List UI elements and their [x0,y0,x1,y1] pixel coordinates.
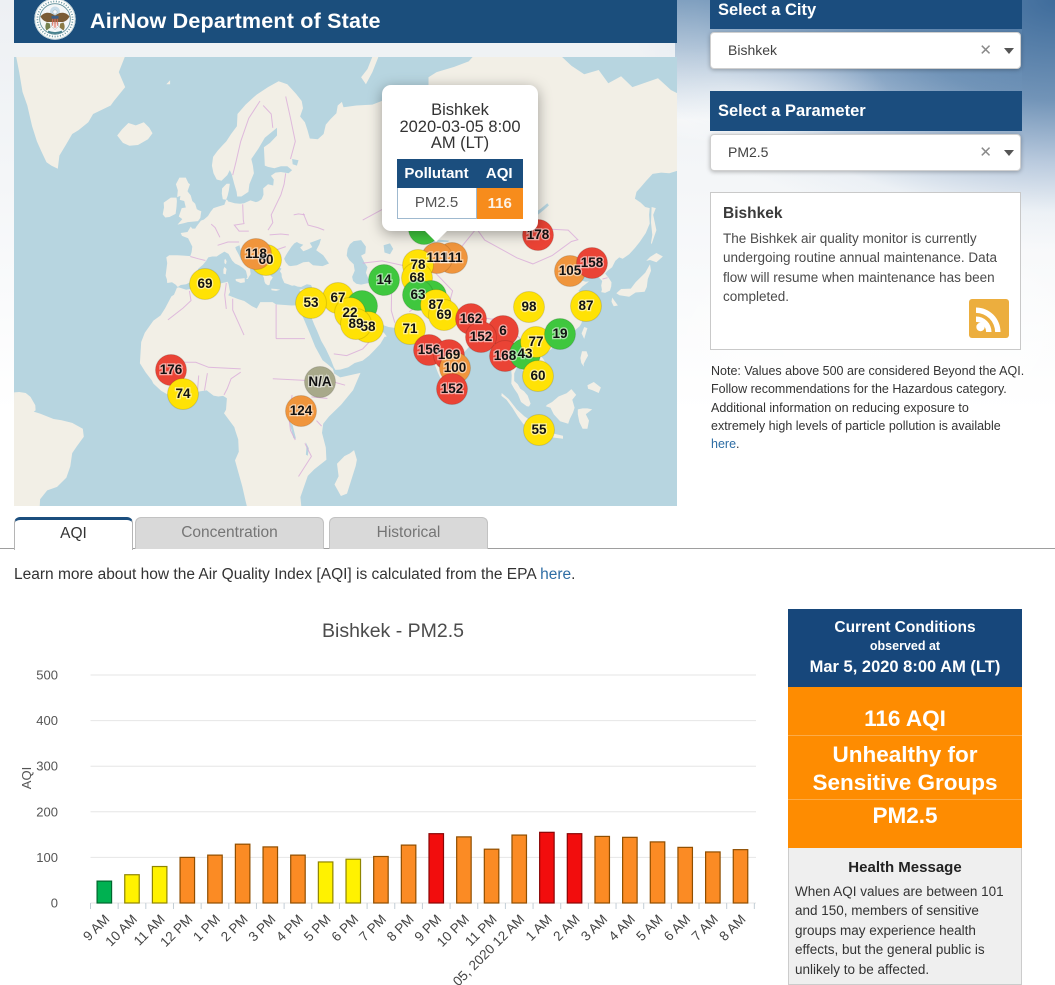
svg-text:8 PM: 8 PM [384,912,417,945]
svg-text:105: 105 [559,263,582,278]
svg-text:3 AM: 3 AM [578,912,610,944]
svg-text:300: 300 [36,759,58,774]
svg-text:22: 22 [342,305,357,320]
svg-text:71: 71 [402,321,418,336]
svg-text:43: 43 [517,346,533,361]
svg-text:7 AM: 7 AM [689,912,721,944]
svg-text:77: 77 [528,334,543,349]
svg-text:0: 0 [51,896,58,911]
svg-text:53: 53 [303,295,319,310]
svg-text:2 AM: 2 AM [550,912,582,944]
svg-text:12 PM: 12 PM [157,912,195,950]
svg-text:111: 111 [426,250,448,265]
svg-text:152: 152 [470,329,493,344]
svg-text:7 PM: 7 PM [356,912,389,945]
svg-text:78: 78 [410,257,426,272]
svg-text:156: 156 [418,342,441,357]
svg-text:111: 111 [441,250,463,265]
svg-text:98: 98 [521,299,537,314]
svg-text:Bishkek - PM2.5: Bishkek - PM2.5 [322,620,464,642]
svg-text:2 PM: 2 PM [218,912,251,945]
svg-text:69: 69 [436,307,451,322]
svg-text:5 PM: 5 PM [301,912,334,945]
svg-text:5 AM: 5 AM [633,912,665,944]
svg-text:55: 55 [531,422,547,437]
svg-text:176: 176 [160,362,183,377]
svg-text:14: 14 [376,272,392,287]
svg-text:19: 19 [552,326,567,341]
svg-text:58: 58 [360,319,376,334]
svg-text:124: 124 [290,403,313,418]
svg-text:100: 100 [36,850,58,865]
svg-text:4 AM: 4 AM [606,912,638,944]
svg-text:158: 158 [581,255,604,270]
svg-text:89: 89 [348,316,363,331]
svg-text:87: 87 [578,298,593,313]
svg-text:100: 100 [444,360,467,375]
svg-text:4 PM: 4 PM [273,912,306,945]
svg-text:6: 6 [499,323,507,338]
svg-text:8 AM: 8 AM [716,912,748,944]
svg-text:500: 500 [36,668,58,683]
svg-text:87: 87 [428,297,443,312]
svg-text:AQI: AQI [19,767,34,789]
svg-text:168: 168 [494,348,517,363]
svg-text:169: 169 [438,347,461,362]
svg-text:60: 60 [530,368,545,383]
svg-text:67: 67 [330,290,345,305]
svg-text:68: 68 [409,270,425,285]
svg-text:6 AM: 6 AM [661,912,693,944]
svg-text:60: 60 [258,252,273,267]
svg-text:1 PM: 1 PM [190,912,223,945]
svg-text:400: 400 [36,713,58,728]
svg-text:74: 74 [175,386,191,401]
svg-text:69: 69 [197,276,212,291]
svg-text:152: 152 [441,381,464,396]
svg-text:6 PM: 6 PM [328,912,361,945]
svg-text:1 AM: 1 AM [523,912,555,944]
svg-text:162: 162 [460,311,483,326]
svg-text:63: 63 [410,287,426,302]
svg-text:10 AM: 10 AM [102,912,140,950]
svg-text:200: 200 [36,804,58,819]
svg-text:N/A: N/A [308,374,332,389]
svg-text:10 PM: 10 PM [434,912,472,950]
svg-text:3 PM: 3 PM [246,912,279,945]
svg-text:118: 118 [245,246,267,261]
